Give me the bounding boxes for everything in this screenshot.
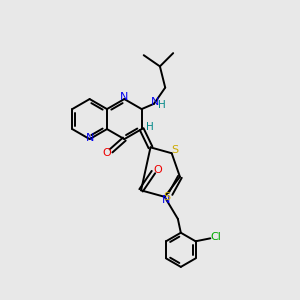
Text: N: N xyxy=(86,133,94,142)
Text: N: N xyxy=(120,92,128,102)
Text: H: H xyxy=(146,122,154,132)
Text: Cl: Cl xyxy=(210,232,221,242)
Text: N: N xyxy=(151,97,160,107)
Text: O: O xyxy=(103,148,111,158)
Text: N: N xyxy=(162,195,170,205)
Text: H: H xyxy=(158,100,166,110)
Text: S: S xyxy=(163,192,170,203)
Text: S: S xyxy=(171,145,178,155)
Text: O: O xyxy=(153,165,162,175)
